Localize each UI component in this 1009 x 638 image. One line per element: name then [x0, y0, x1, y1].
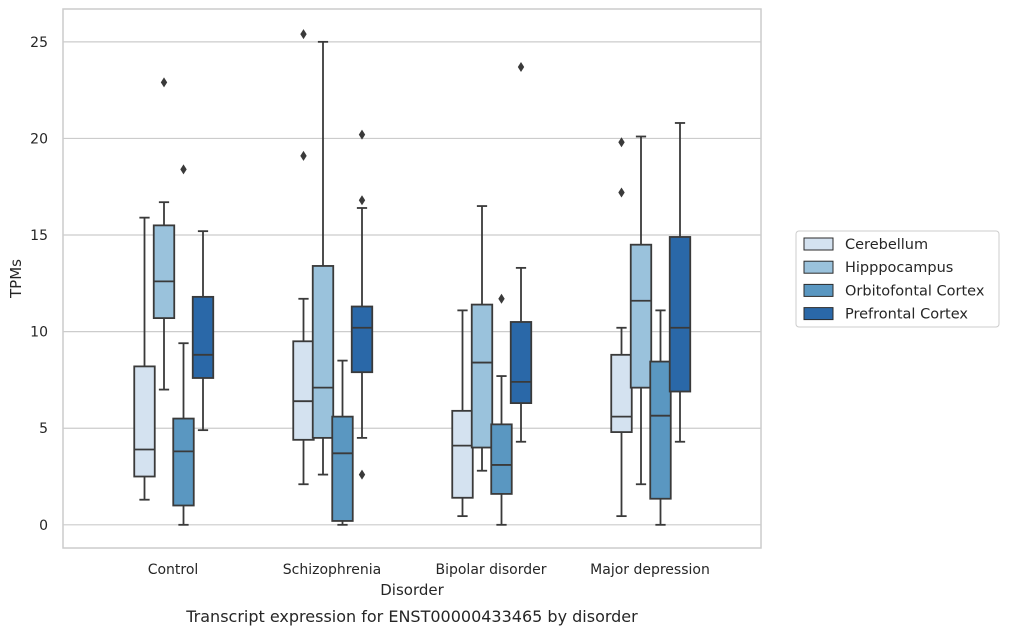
box-2-2 — [490, 293, 513, 526]
legend-swatch — [803, 260, 834, 274]
legend-label: Prefrontal Cortex — [845, 307, 968, 323]
legend: Cerebellum Hipppocampus Orbitofontal Corte… — [795, 230, 1000, 328]
chart-caption: Transcript expression for ENST0000043346… — [185, 607, 638, 626]
box-2-3 — [649, 309, 672, 526]
y-tick-label: 5 — [39, 421, 48, 437]
box-iqr — [629, 243, 653, 389]
box-1-1 — [311, 40, 335, 476]
x-axis-label: Disorder — [380, 581, 444, 599]
box-0-3 — [610, 137, 633, 518]
box-iqr — [470, 303, 494, 449]
y-axis-label: TPMs — [7, 259, 25, 299]
box-iqr — [509, 321, 533, 405]
box-iqr — [311, 265, 335, 439]
x-tick-label: Major depression — [590, 562, 710, 578]
plot-frame — [62, 8, 762, 549]
outlier-point — [618, 137, 625, 148]
y-axis-ticks: 0 5 10 15 20 25 — [30, 35, 48, 534]
outlier-point — [618, 187, 625, 198]
box-0-1 — [292, 29, 315, 486]
box-3-1 — [350, 129, 374, 480]
box-0-2 — [451, 309, 474, 518]
box-3-2 — [509, 61, 533, 443]
y-tick-label: 0 — [39, 518, 48, 534]
legend-swatch — [803, 307, 834, 321]
box-2-0 — [172, 164, 195, 526]
box-1-2 — [470, 205, 494, 472]
legend-label: Orbitofontal Cortex — [845, 283, 985, 299]
box-iqr — [172, 417, 195, 507]
x-tick-label: Control — [148, 562, 199, 578]
boxes — [133, 29, 692, 526]
outlier-point — [517, 61, 525, 72]
box-iqr — [292, 340, 315, 441]
outlier-point — [498, 293, 505, 304]
box-iqr — [191, 295, 215, 379]
box-2-1 — [331, 359, 354, 526]
y-tick-label: 15 — [30, 228, 48, 244]
outlier-point — [358, 129, 366, 140]
legend-swatch — [803, 237, 834, 251]
x-tick-label: Bipolar disorder — [435, 562, 546, 578]
box-iqr — [152, 224, 176, 320]
box-iqr — [490, 423, 513, 495]
box-iqr — [668, 236, 692, 393]
box-3-0 — [191, 230, 215, 432]
box-1-3 — [629, 135, 653, 486]
x-tick-label: Schizophrenia — [283, 562, 381, 578]
y-tick-label: 10 — [30, 325, 48, 341]
outlier-point — [358, 469, 366, 480]
box-iqr — [133, 365, 156, 478]
box-iqr — [649, 360, 672, 500]
legend-items: Cerebellum Hipppocampus Orbitofontal Corte… — [803, 237, 985, 323]
outlier-point — [300, 29, 307, 40]
box-iqr — [451, 409, 474, 499]
box-iqr — [610, 353, 633, 433]
outlier-point — [180, 164, 187, 175]
box-iqr — [331, 415, 354, 522]
outlier-point — [300, 150, 307, 161]
outlier-point — [160, 77, 168, 88]
legend-label: Cerebellum — [845, 237, 928, 253]
legend-swatch — [803, 283, 834, 297]
y-tick-label: 20 — [30, 131, 48, 147]
y-tick-label: 25 — [30, 35, 48, 51]
box-0-0 — [133, 216, 156, 501]
legend-frame — [795, 230, 1000, 328]
outlier-point — [358, 195, 366, 206]
box-1-0 — [152, 77, 176, 391]
box-3-3 — [668, 122, 692, 443]
box-iqr — [350, 305, 374, 374]
legend-label: Hipppocampus — [845, 260, 953, 276]
x-axis-ticks: Control Schizophrenia Bipolar disorder Majo… — [148, 562, 710, 578]
